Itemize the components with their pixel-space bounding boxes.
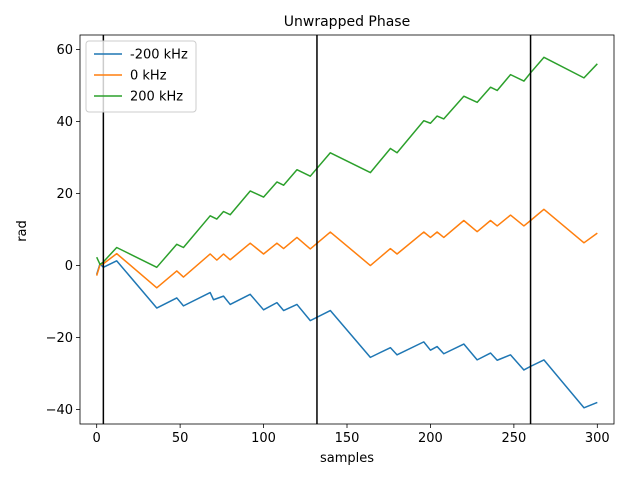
y-tick-label-4: 40 <box>56 115 73 130</box>
y-tick-label-1: −20 <box>46 331 73 346</box>
x-tick-label-5: 250 <box>501 431 526 446</box>
series-line-0 <box>95 260 598 409</box>
y-tick-label-0: −40 <box>46 403 73 418</box>
y-axis-label: rad <box>15 220 30 242</box>
y-tick-label-3: 20 <box>56 187 73 202</box>
legend-label-2: 200 kHz <box>130 90 183 105</box>
x-tick-label-2: 100 <box>251 431 276 446</box>
legend-label-1: 0 kHz <box>130 69 167 84</box>
legend: -200 kHz 0 kHz 200 kHz <box>85 40 197 113</box>
series-line-1 <box>95 208 598 289</box>
x-tick-label-3: 150 <box>335 431 360 446</box>
legend-box <box>85 40 197 113</box>
legend-label-0: -200 kHz <box>130 48 188 63</box>
x-tick-label-4: 200 <box>418 431 443 446</box>
chart-title: Unwrapped Phase <box>284 14 410 30</box>
x-axis-label: samples <box>320 451 374 466</box>
x-tick-label-0: 0 <box>93 431 101 446</box>
series-line-2 <box>96 56 598 269</box>
y-tick-label-2: 0 <box>65 259 73 274</box>
y-tick-label-5: 60 <box>56 43 73 58</box>
plot-area: 0 50 100 150 200 250 300 −40 −20 0 20 40 60 -200 kHz 0… <box>46 34 615 446</box>
x-tick-label-6: 300 <box>585 431 610 446</box>
x-tick-label-1: 50 <box>172 431 189 446</box>
